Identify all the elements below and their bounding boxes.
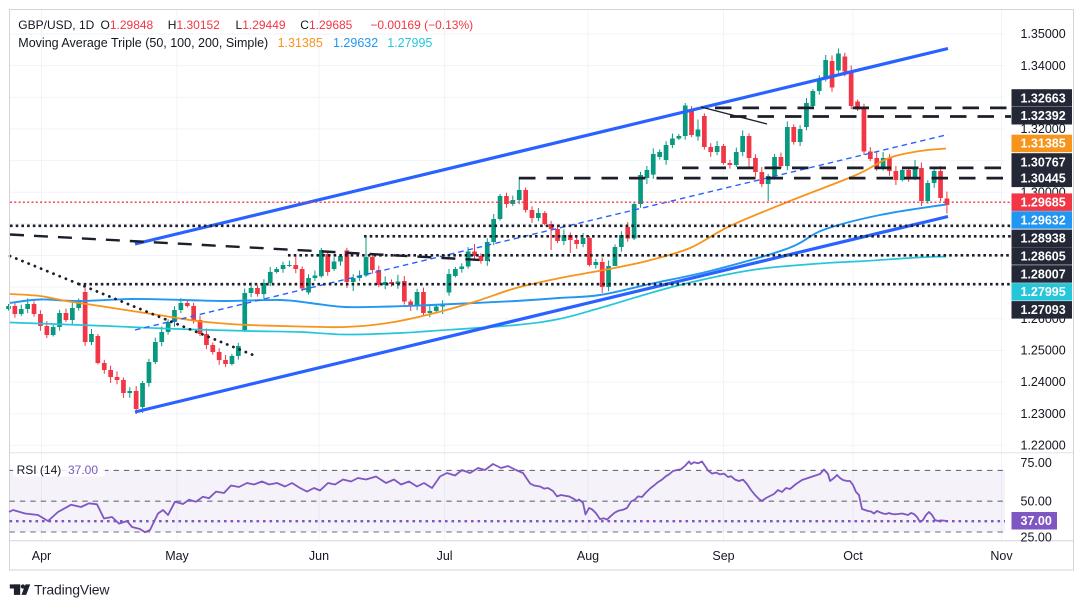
svg-text:1.34000: 1.34000 xyxy=(1021,59,1066,73)
svg-text:1.28007: 1.28007 xyxy=(1021,267,1066,281)
svg-text:1.28938: 1.28938 xyxy=(1021,232,1066,246)
svg-text:Jun: Jun xyxy=(309,549,329,563)
svg-text:TradingView: TradingView xyxy=(34,582,110,598)
svg-text:1.32000: 1.32000 xyxy=(1021,122,1066,136)
svg-text:Nov: Nov xyxy=(990,549,1013,563)
svg-text:Jul: Jul xyxy=(437,549,453,563)
svg-text:1.24000: 1.24000 xyxy=(1021,375,1066,389)
svg-text:25.00: 25.00 xyxy=(1021,530,1052,544)
svg-text:Moving Average Triple (50, 100: Moving Average Triple (50, 100, 200, Sim… xyxy=(18,36,432,50)
svg-text:1.27995: 1.27995 xyxy=(1021,285,1066,299)
svg-text:1.27093: 1.27093 xyxy=(1021,303,1066,317)
svg-text:May: May xyxy=(165,549,189,563)
svg-text:1.22000: 1.22000 xyxy=(1021,439,1066,453)
svg-text:37.00: 37.00 xyxy=(1021,514,1052,528)
svg-text:1.32392: 1.32392 xyxy=(1021,109,1066,123)
svg-text:1.28605: 1.28605 xyxy=(1021,249,1066,263)
svg-text:Sep: Sep xyxy=(712,549,734,563)
svg-text:Apr: Apr xyxy=(32,549,51,563)
svg-text:Aug: Aug xyxy=(577,549,599,563)
svg-text:1.29632: 1.29632 xyxy=(1021,213,1066,227)
svg-text:1.32663: 1.32663 xyxy=(1021,91,1066,105)
svg-text:1.30445: 1.30445 xyxy=(1021,172,1066,186)
svg-text:1.23000: 1.23000 xyxy=(1021,407,1066,421)
svg-text:1.35000: 1.35000 xyxy=(1021,27,1066,41)
svg-text:1.30767: 1.30767 xyxy=(1021,155,1066,169)
svg-text:50.00: 50.00 xyxy=(1021,494,1052,508)
svg-text:1.25000: 1.25000 xyxy=(1021,344,1066,358)
svg-text:RSI (14)37.00: RSI (14) 37.00 xyxy=(17,463,99,477)
svg-text:1.31385: 1.31385 xyxy=(1021,137,1066,151)
svg-text:Oct: Oct xyxy=(843,549,863,563)
svg-text:1.29685: 1.29685 xyxy=(1021,196,1066,210)
svg-text:75.00: 75.00 xyxy=(1021,456,1052,470)
